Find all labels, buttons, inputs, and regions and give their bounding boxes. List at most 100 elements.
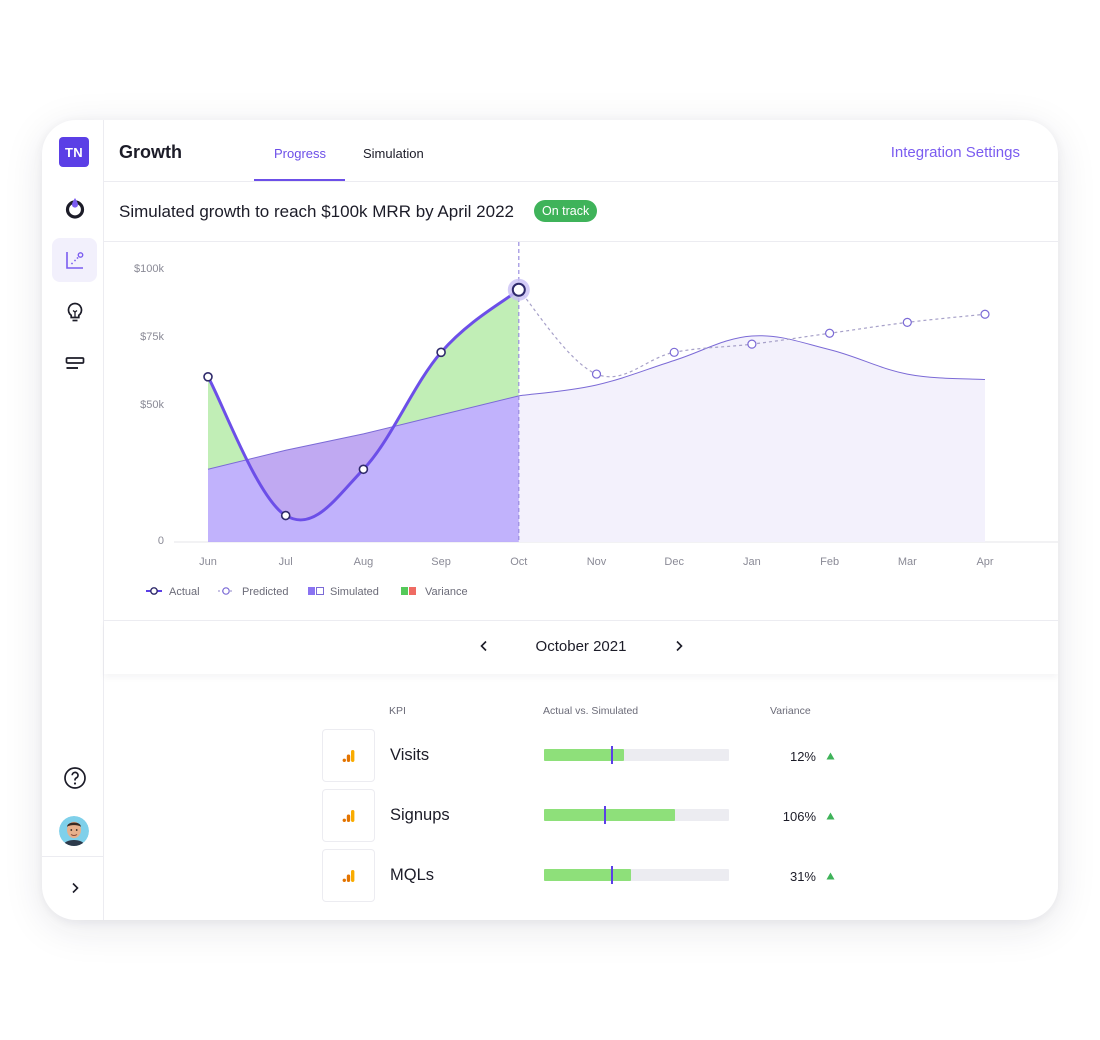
simulated-marker <box>611 866 614 884</box>
chevron-right-icon <box>71 882 79 894</box>
actual-vs-simulated-header: Actual vs. Simulated <box>543 705 639 717</box>
x-tick-label: Mar <box>898 556 917 568</box>
actual-bar-fill <box>544 809 676 821</box>
y-tick-label: $50k <box>140 399 164 411</box>
legend-label-predicted: Predicted <box>242 586 288 598</box>
stacked-bars-icon <box>65 357 84 369</box>
kpi-row[interactable]: Visits 12% <box>104 729 1058 783</box>
chevron-right-icon <box>676 640 683 652</box>
chart-header: Simulated growth to reach $100k MRR by A… <box>104 182 1058 242</box>
avatar-image <box>59 816 89 846</box>
sidebar-item-ideas[interactable] <box>52 290 97 334</box>
simulated-marker <box>604 806 607 824</box>
variance-column-header: Variance <box>770 705 811 717</box>
predicted-point <box>902 317 912 328</box>
actual-bar-fill <box>544 749 624 761</box>
kpi-row[interactable]: Signups 106% <box>104 789 1058 843</box>
kpi-column-header: KPI <box>389 705 406 717</box>
actual-vs-simulated-bar <box>544 866 729 884</box>
predicted-point <box>980 309 990 319</box>
legend-label-variance: Variance <box>425 586 468 598</box>
chart-title: Simulated growth to reach $100k MRR by A… <box>119 202 514 221</box>
drop-ring-icon <box>65 198 84 219</box>
prev-month-button[interactable] <box>474 636 494 656</box>
variance-value: 12% <box>789 749 816 764</box>
y-tick-label: 0 <box>158 535 164 547</box>
analytics-icon <box>342 869 354 882</box>
trend-up-icon <box>826 752 835 760</box>
sidebar: TN <box>42 120 104 920</box>
x-tick-label: Oct <box>510 556 527 568</box>
actual-point <box>436 347 446 358</box>
growth-chart: 0$50k$75k$100k$125kJunJulAugSepOctNovDec… <box>104 242 1058 620</box>
x-tick-label: Jul <box>279 556 293 568</box>
predicted-point <box>824 328 835 338</box>
kpi-source-tile <box>322 729 375 782</box>
integration-settings-link[interactable]: Integration Settings <box>890 144 1020 161</box>
predicted-point <box>591 369 602 379</box>
workspace-logo[interactable]: TN <box>59 137 89 167</box>
tab-simulation[interactable]: Simulation <box>363 146 424 161</box>
help-button[interactable] <box>52 756 97 800</box>
kpi-name: Visits <box>390 746 430 764</box>
legend-variance-negative-swatch <box>409 587 416 595</box>
y-tick-label: $75k <box>140 331 164 343</box>
actual-point <box>203 372 213 382</box>
simulated-future-line <box>518 335 986 397</box>
sidebar-item-drop[interactable] <box>52 186 97 230</box>
actual-point <box>280 510 291 521</box>
trend-up-icon <box>826 812 835 820</box>
x-tick-label: Sep <box>431 556 451 568</box>
help-icon <box>63 767 86 789</box>
trend-up-icon <box>826 872 835 880</box>
x-tick-label: Aug <box>354 556 374 568</box>
actual-vs-simulated-bar <box>544 746 729 764</box>
kpi-source-tile <box>322 849 375 902</box>
x-tick-label: Feb <box>820 556 839 568</box>
kpi-name: MQLs <box>390 866 435 884</box>
simulated-past-line <box>207 395 519 470</box>
predicted-point <box>669 347 679 357</box>
legend-simulated-swatch <box>308 587 315 595</box>
kpi-row[interactable]: MQLs 31% <box>104 849 1058 903</box>
current-month: October 2021 <box>535 638 627 655</box>
sidebar-item-growth[interactable] <box>52 238 97 282</box>
x-tick-label: Nov <box>587 556 607 568</box>
legend-actual-dot <box>150 587 158 595</box>
page-title: Growth <box>119 142 182 162</box>
variance-value: 31% <box>789 869 816 884</box>
sidebar-divider <box>42 856 104 857</box>
current-point <box>511 282 526 297</box>
simulated-marker <box>611 746 614 764</box>
legend-variance-positive-swatch <box>401 587 408 595</box>
legend-simulated-future-swatch <box>316 587 324 595</box>
scatter-chart-icon <box>65 252 83 269</box>
kpi-name: Signups <box>390 806 450 824</box>
analytics-icon <box>342 809 354 822</box>
legend-label-simulated: Simulated <box>330 586 379 598</box>
active-tab-indicator <box>254 179 345 181</box>
chevron-left-icon <box>480 640 487 652</box>
x-tick-label: Dec <box>664 556 684 568</box>
chart-svg: 0$50k$75k$100k$125kJunJulAugSepOctNovDec… <box>134 242 1058 598</box>
app-window: TN <box>42 120 1058 920</box>
analytics-icon <box>342 749 354 762</box>
next-month-button[interactable] <box>669 636 689 656</box>
actual-point <box>358 464 369 475</box>
top-header: Growth Progress Simulation Integration S… <box>104 120 1058 182</box>
x-tick-label: Jun <box>199 556 217 568</box>
x-tick-label: Jan <box>743 556 761 568</box>
kpi-table: KPI Actual vs. Simulated Variance Visits… <box>104 680 1058 920</box>
lightbulb-icon <box>67 302 82 322</box>
variance-value: 106% <box>782 809 816 824</box>
simulated-future-area <box>518 335 985 542</box>
y-tick-label: $100k <box>134 263 164 275</box>
status-badge: On track <box>534 200 598 222</box>
expand-sidebar-button[interactable] <box>52 866 97 910</box>
legend-label-actual: Actual <box>169 586 200 598</box>
month-navigator: October 2021 <box>104 620 1058 674</box>
actual-vs-simulated-bar <box>544 806 729 824</box>
tab-progress[interactable]: Progress <box>274 146 327 161</box>
avatar[interactable] <box>59 816 89 846</box>
sidebar-item-reports[interactable] <box>52 342 97 386</box>
